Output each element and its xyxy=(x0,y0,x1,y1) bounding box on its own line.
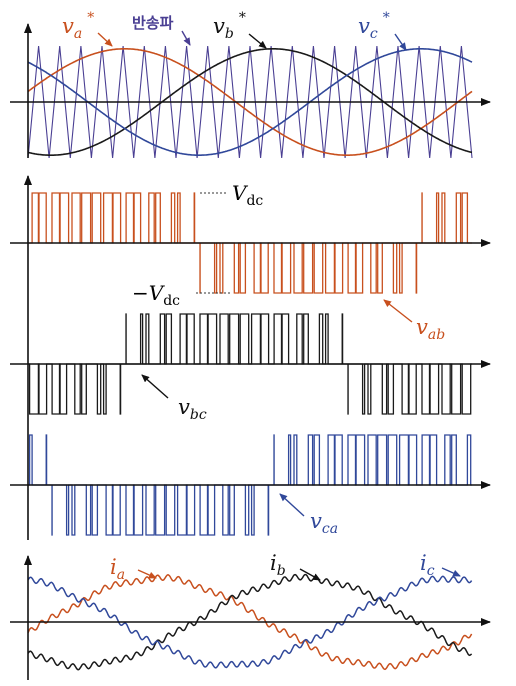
vb-star-label: vb* xyxy=(213,10,246,42)
vab-label-arrow xyxy=(383,299,413,323)
ia-current-wave xyxy=(27,574,473,671)
va-star-label: va* xyxy=(62,10,94,42)
ic-label: ic xyxy=(420,551,435,579)
vbc-label-arrow xyxy=(141,374,169,399)
vab-label: vab xyxy=(416,315,445,343)
vb-label-arrow xyxy=(248,33,267,49)
va-reference-wave xyxy=(27,48,473,156)
vc-reference-wave xyxy=(27,48,473,156)
line-voltage-panel: Vdc −Vdc vab vbc vca xyxy=(10,175,491,540)
ic-current-wave xyxy=(27,575,473,669)
va-label-arrow xyxy=(97,32,113,47)
ib-current-wave xyxy=(27,573,473,671)
vca-label-arrow xyxy=(279,493,305,517)
carrier-path xyxy=(27,45,473,159)
vca-label: vca xyxy=(310,509,338,537)
carrier-triangle-wave xyxy=(27,45,473,159)
vb-reference-wave xyxy=(27,48,473,156)
carrier-label: 반송파 xyxy=(132,14,174,32)
carrier-label-arrow xyxy=(181,30,191,46)
neg-vdc-label: −Vdc xyxy=(132,281,180,309)
ia-label-arrow xyxy=(137,569,157,579)
vc-star-label: vc* xyxy=(358,10,390,42)
phase-current-panel: ia ib ic xyxy=(10,551,491,680)
reference-carrier-panel: va* 반송파 vb* vc* xyxy=(10,10,491,159)
ia-label: ia xyxy=(110,555,125,583)
vc-label-arrow xyxy=(394,33,407,51)
ic-label-arrow xyxy=(441,567,461,577)
vdc-label: Vdc xyxy=(232,181,263,209)
ib-label-arrow xyxy=(299,568,321,581)
vbc-label: vbc xyxy=(178,395,207,423)
ib-label: ib xyxy=(270,551,286,579)
